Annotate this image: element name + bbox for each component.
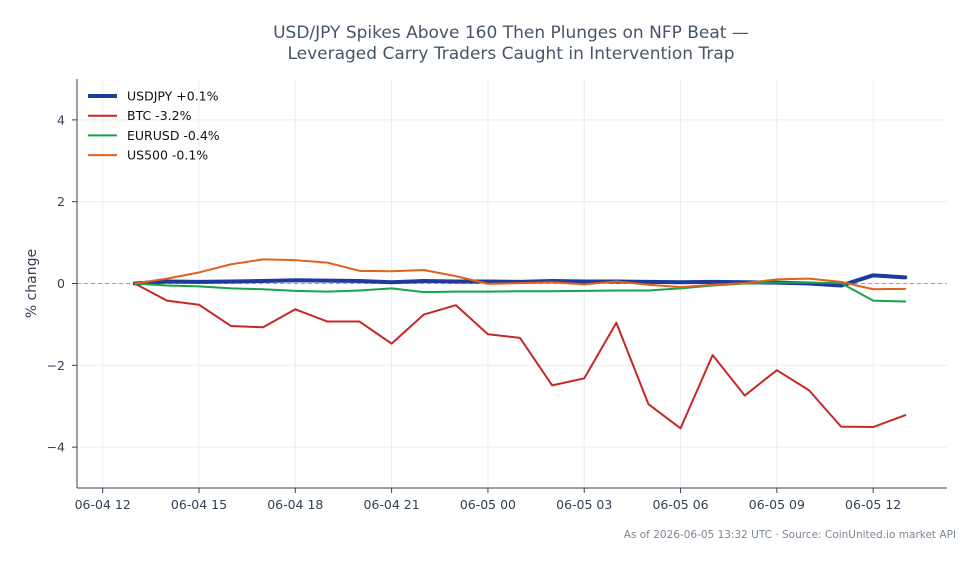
y-axis-label: % change — [24, 249, 40, 318]
chart-title-line-2: Leveraged Carry Traders Caught in Interv… — [287, 44, 734, 64]
chart-title-line-1: USD/JPY Spikes Above 160 Then Plunges on… — [273, 23, 749, 43]
series-line-1 — [133, 282, 907, 430]
x-tick-label-1: 06-04 15 — [171, 497, 227, 512]
series-line-3 — [133, 258, 907, 291]
footer-source-note: As of 2026-06-05 13:32 UTC · Source: Coi… — [624, 529, 956, 541]
x-tick-label-7: 06-05 09 — [749, 497, 805, 512]
x-tick-label-3: 06-04 21 — [364, 497, 420, 512]
y-tick-label-2: 0 — [57, 276, 65, 291]
y-ticks: 4 2 0 −2 −4 — [47, 112, 77, 455]
y-tick-label-0: 4 — [57, 112, 65, 127]
x-tick-label-0: 06-04 12 — [75, 497, 131, 512]
x-tick-label-4: 06-05 00 — [460, 497, 516, 512]
legend: USDJPY +0.1% BTC -3.2% EURUSD -0.4% US500 -… — [88, 89, 220, 163]
series-lines — [132, 258, 908, 430]
legend-label-1: BTC -3.2% — [127, 108, 192, 123]
legend-label-2: EURUSD -0.4% — [127, 128, 220, 143]
legend-label-0: USDJPY +0.1% — [127, 89, 219, 104]
x-tick-label-8: 06-05 12 — [845, 497, 901, 512]
y-tick-label-4: −4 — [47, 440, 65, 455]
x-tick-label-6: 06-05 06 — [652, 497, 708, 512]
legend-label-3: US500 -0.1% — [127, 148, 208, 163]
y-tick-label-1: 2 — [57, 194, 65, 209]
y-tick-label-3: −2 — [47, 358, 65, 373]
x-ticks: 06-04 12 06-04 15 06-04 18 06-04 21 06-05 00… — [75, 488, 901, 512]
series-line-2 — [133, 281, 907, 303]
x-tick-label-2: 06-04 18 — [267, 497, 323, 512]
x-tick-label-5: 06-05 03 — [556, 497, 612, 512]
